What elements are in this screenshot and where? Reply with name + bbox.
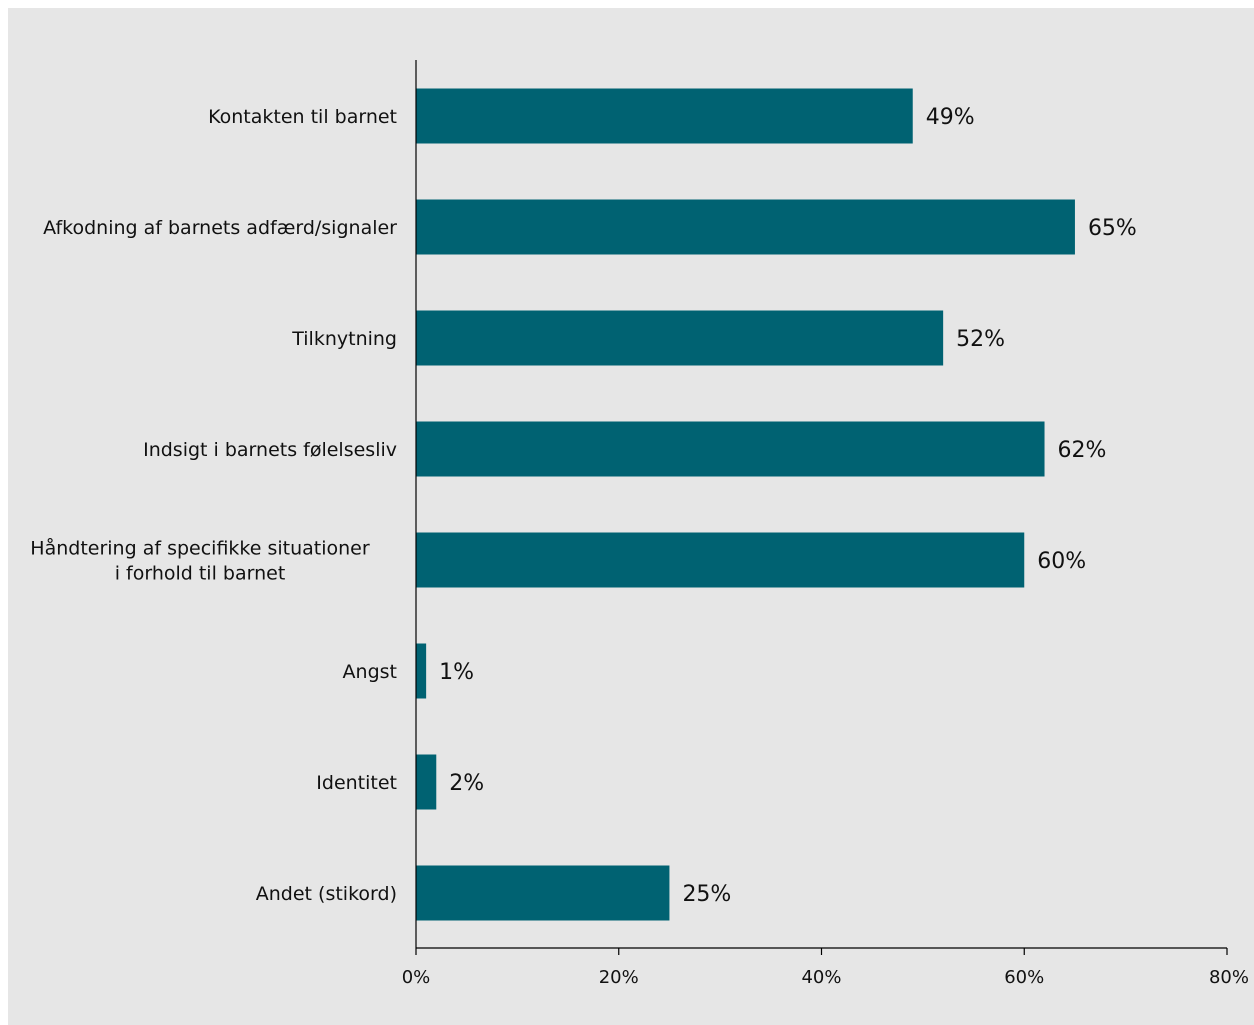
bar — [416, 643, 427, 699]
data-label: 25% — [682, 882, 731, 907]
data-label: 62% — [1058, 438, 1107, 463]
category-label: Tilknytning — [291, 328, 397, 350]
data-label: 52% — [956, 327, 1005, 352]
category-label: Identitet — [316, 772, 397, 794]
category-label: Kontakten til barnet — [208, 106, 397, 128]
bar — [416, 310, 944, 366]
bar — [416, 88, 913, 144]
category-label: i forhold til barnet — [115, 563, 286, 585]
category-label: Angst — [343, 661, 397, 683]
x-tick-label: 40% — [801, 967, 841, 988]
bar-chart: 49% Kontakten til barnet 65% Afkodning af b… — [30, 60, 1249, 988]
bar — [416, 421, 1045, 477]
category-label: Indsigt i barnets følelsesliv — [143, 439, 397, 461]
data-label: 49% — [926, 105, 975, 130]
category-label: Andet (stikord) — [256, 883, 397, 905]
data-label: 65% — [1088, 216, 1137, 241]
x-tick-label: 20% — [599, 967, 639, 988]
bar — [416, 199, 1075, 255]
bar — [416, 754, 437, 810]
chart-panel: 49% Kontakten til barnet 65% Afkodning af b… — [8, 8, 1254, 1025]
data-label: 1% — [439, 660, 474, 685]
x-tick-label: 80% — [1209, 967, 1249, 988]
bar — [416, 532, 1025, 588]
data-label: 2% — [449, 771, 484, 796]
data-label: 60% — [1037, 549, 1086, 574]
x-tick-label: 0% — [402, 967, 431, 988]
x-tick-label: 60% — [1004, 967, 1044, 988]
category-label: Afkodning af barnets adfærd/signaler — [43, 217, 397, 239]
bar — [416, 865, 670, 921]
category-label: Håndtering af specifikke situationer — [30, 537, 370, 560]
